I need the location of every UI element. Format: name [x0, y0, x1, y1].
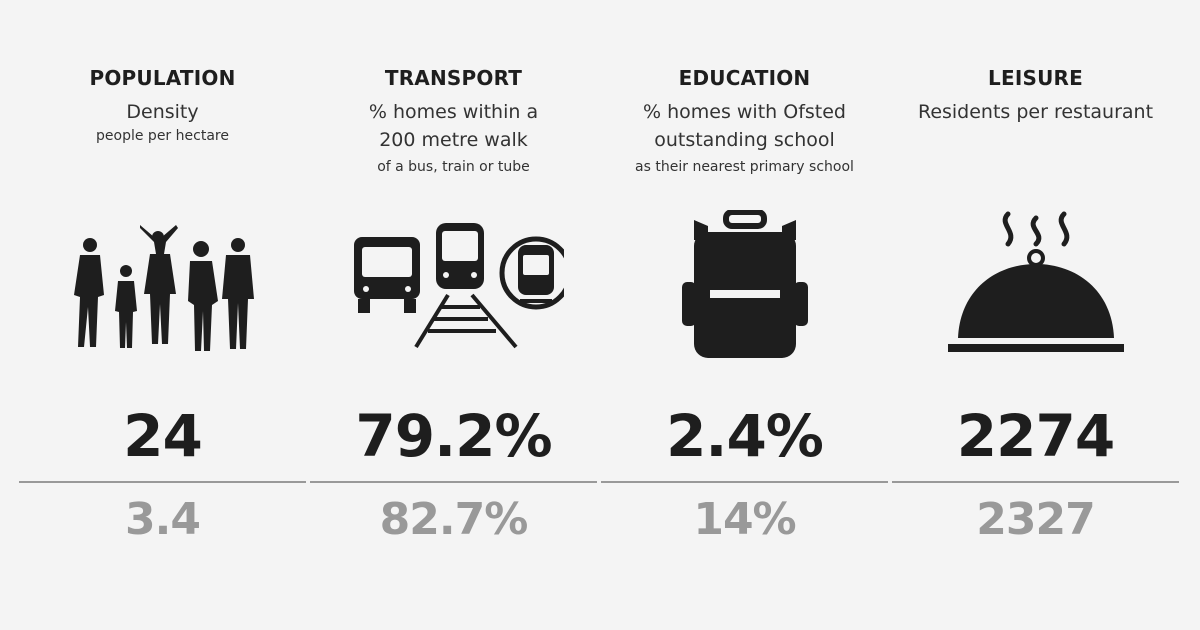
divider	[310, 481, 597, 483]
metric-subtitle-block: Density people per hectare	[18, 98, 307, 146]
transport-icon	[309, 200, 598, 370]
divider	[892, 481, 1179, 483]
metric-note: as their nearest primary school	[635, 159, 854, 175]
metric-population: POPULATION Density people per hectare 24…	[18, 0, 307, 630]
metric-subtitle: % homes with Ofsted outstanding school	[643, 101, 846, 151]
metric-title: LEISURE	[988, 66, 1083, 90]
metric-comparison-value: 3.4	[125, 494, 201, 545]
metric-transport: TRANSPORT % homes within a 200 metre wal…	[309, 0, 598, 630]
metric-subtitle-block: Residents per restaurant	[891, 98, 1180, 126]
metric-subtitle: Residents per restaurant	[917, 101, 1154, 123]
divider	[601, 481, 888, 483]
metric-comparison-value: 82.7%	[379, 494, 529, 545]
metric-value: 24	[123, 402, 203, 470]
metric-leisure: LEISURE Residents per restaurant 2274 23…	[891, 0, 1180, 630]
metric-note: of a bus, train or tube	[377, 159, 530, 175]
metric-subtitle-block: % homes within a 200 metre walk of a bus…	[309, 98, 598, 180]
family-icon	[18, 200, 307, 370]
metric-subtitle: % homes within a 200 metre walk	[368, 101, 539, 151]
metric-value: 79.2%	[355, 402, 552, 470]
backpack-icon	[600, 200, 889, 370]
food-cloche-icon	[891, 200, 1180, 370]
metric-education: EDUCATION % homes with Ofsted outstandin…	[600, 0, 889, 630]
metric-title: POPULATION	[89, 66, 236, 90]
metric-value: 2274	[956, 402, 1115, 470]
metric-subtitle-block: % homes with Ofsted outstanding school a…	[600, 98, 889, 180]
metric-value: 2.4%	[666, 402, 824, 470]
metric-comparison-value: 14%	[693, 494, 796, 545]
metric-title: TRANSPORT	[384, 66, 523, 90]
metric-note: people per hectare	[96, 128, 229, 144]
metric-subtitle: Density	[126, 101, 199, 123]
divider	[19, 481, 306, 483]
metric-comparison-value: 2327	[976, 494, 1095, 545]
metric-title: EDUCATION	[678, 66, 811, 90]
